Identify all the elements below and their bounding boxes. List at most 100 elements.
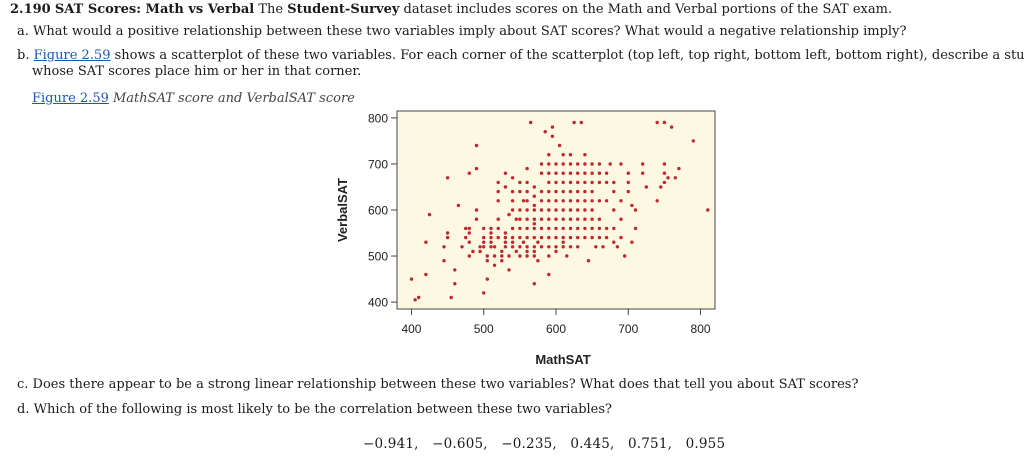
data-point	[561, 189, 565, 194]
data-point	[525, 217, 529, 221]
data-point	[547, 189, 551, 194]
data-point	[529, 120, 533, 125]
intro-post: dataset includes scores on the Math and …	[403, 2, 893, 17]
data-point	[442, 245, 446, 249]
data-point	[478, 245, 482, 249]
data-point	[568, 208, 573, 212]
data-point	[547, 254, 551, 258]
data-point	[597, 199, 602, 203]
data-point	[536, 240, 540, 244]
data-point	[467, 231, 471, 235]
data-point	[518, 180, 522, 185]
x-tick-label: 400	[401, 322, 421, 336]
data-point	[413, 298, 417, 302]
data-point	[561, 199, 565, 203]
data-point	[456, 203, 461, 208]
data-point	[547, 235, 551, 240]
data-point	[554, 199, 558, 203]
data-point	[536, 259, 540, 263]
data-point	[539, 171, 544, 175]
data-point	[626, 180, 630, 185]
data-point	[590, 189, 594, 194]
data-point	[518, 245, 522, 249]
data-point	[583, 199, 587, 203]
data-point	[510, 176, 515, 180]
data-point	[583, 171, 587, 175]
data-point	[619, 217, 623, 221]
data-point	[547, 199, 551, 203]
data-point	[547, 226, 551, 231]
data-point	[510, 189, 515, 194]
data-point	[464, 235, 468, 240]
data-point	[467, 240, 471, 244]
data-point	[507, 268, 511, 272]
data-point	[518, 235, 522, 240]
part-b-label: b.	[17, 48, 30, 63]
data-point	[561, 208, 565, 212]
data-point	[597, 235, 602, 240]
data-point	[500, 249, 504, 254]
data-point	[561, 245, 565, 249]
data-point	[576, 199, 580, 203]
data-point	[510, 235, 515, 240]
data-point	[547, 208, 551, 212]
data-point	[597, 217, 602, 221]
data-point	[539, 245, 544, 249]
part-d: d. Which of the following is most likely…	[17, 402, 613, 417]
data-point	[510, 245, 515, 249]
data-point	[612, 208, 616, 212]
data-point	[554, 245, 558, 249]
figure-link[interactable]: Figure 2.59	[33, 48, 111, 63]
data-point	[500, 259, 504, 263]
data-point	[525, 199, 529, 203]
data-point	[554, 226, 558, 231]
part-c: c. Does there appear to be a strong line…	[17, 377, 859, 392]
data-point	[604, 180, 609, 185]
part-b-line1: b. Figure 2.59 shows a scatterplot of th…	[17, 48, 1024, 64]
caption-figure-link[interactable]: Figure 2.59	[32, 91, 109, 106]
data-point	[453, 268, 457, 272]
y-tick-label: 800	[368, 111, 388, 125]
data-point	[583, 189, 587, 194]
data-point	[489, 231, 493, 235]
data-point	[532, 282, 536, 286]
data-point	[641, 162, 645, 166]
y-tick-label: 700	[368, 157, 388, 171]
data-point	[547, 171, 551, 175]
data-point	[539, 226, 544, 231]
data-point	[604, 171, 609, 175]
problem-title-line: 2.190 SAT Scores: Math vs Verbal The Stu…	[10, 2, 892, 18]
data-point	[507, 212, 511, 217]
data-point	[539, 189, 544, 194]
data-point	[518, 217, 522, 221]
data-point	[659, 185, 663, 189]
data-point	[619, 199, 623, 203]
data-point	[673, 176, 677, 180]
data-point	[572, 120, 576, 125]
data-point	[604, 235, 609, 240]
data-point	[550, 125, 555, 129]
data-point	[496, 180, 500, 185]
data-point	[445, 231, 450, 235]
data-point	[583, 153, 587, 157]
data-point	[561, 162, 565, 166]
data-point	[489, 226, 493, 231]
data-point	[485, 259, 489, 263]
data-point	[576, 180, 580, 185]
data-point	[427, 212, 432, 217]
data-point	[532, 245, 536, 249]
data-point	[424, 240, 428, 244]
data-point	[568, 180, 573, 185]
data-point	[590, 199, 594, 203]
data-point	[655, 120, 659, 125]
data-point	[539, 208, 544, 212]
data-point	[467, 226, 471, 231]
data-point	[474, 143, 479, 148]
x-axis: 400 500 600 700 800	[401, 309, 711, 336]
data-point	[586, 259, 591, 263]
data-point	[615, 245, 620, 249]
data-point	[503, 171, 508, 175]
data-point	[496, 189, 500, 194]
data-point	[662, 162, 667, 166]
